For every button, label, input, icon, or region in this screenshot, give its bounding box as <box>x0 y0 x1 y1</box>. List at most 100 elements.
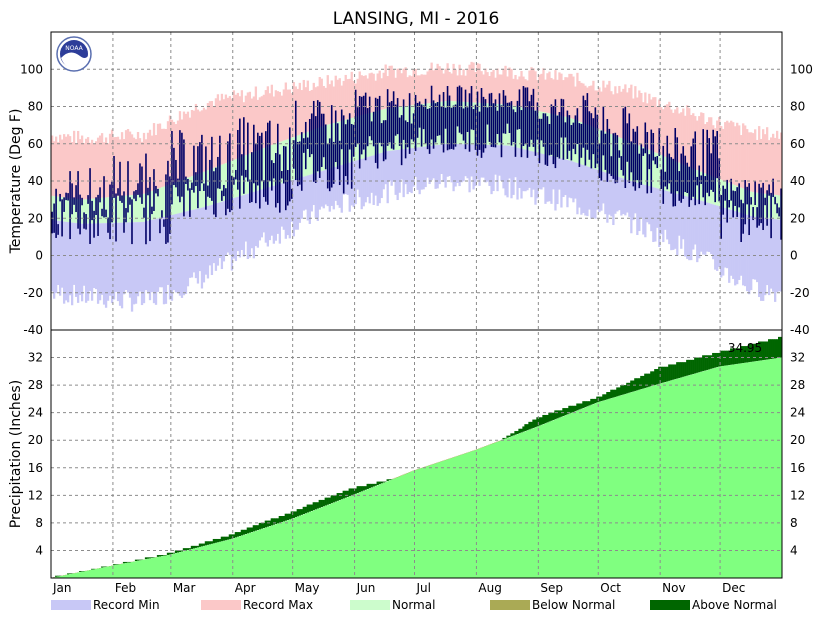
observed-temp-bar <box>183 139 185 217</box>
record-max-bar <box>546 73 549 113</box>
observed-temp-bar <box>604 133 607 170</box>
record-max-bar <box>342 80 345 121</box>
record-min-bar <box>754 216 757 280</box>
record-max-bar <box>382 72 385 110</box>
record-max-bar <box>718 116 721 179</box>
observed-temp-bar <box>330 105 333 188</box>
record-max-bar <box>608 80 611 134</box>
record-max-bar <box>614 86 617 136</box>
month-tick-label: Dec <box>722 581 745 595</box>
record-min-bar <box>114 222 118 292</box>
observed-temp-bar <box>698 165 701 205</box>
record-max-bar <box>350 71 353 119</box>
record-max-bar <box>324 87 327 126</box>
above-normal-bar <box>682 362 685 377</box>
record-max-bar <box>732 122 735 185</box>
above-normal-bar <box>198 543 202 547</box>
record-min-bar <box>750 215 753 291</box>
temperature-axis-label: Temperature (Deg F) <box>8 109 24 255</box>
record-min-bar <box>728 209 731 283</box>
record-min-bar <box>368 156 371 204</box>
record-min-bar <box>618 177 621 211</box>
record-min-bar <box>118 222 122 306</box>
record-min-bar <box>570 161 573 199</box>
record-max-bar <box>650 99 653 151</box>
above-normal-bar <box>700 357 703 372</box>
record-min-bar <box>72 222 76 285</box>
record-min-bar <box>392 150 395 182</box>
observed-temp-bar <box>580 123 583 158</box>
record-max-bar <box>160 128 164 188</box>
record-min-bar <box>448 143 451 177</box>
observed-temp-bar <box>468 93 471 152</box>
record-min-bar <box>298 177 301 223</box>
above-normal-bar <box>240 529 244 536</box>
record-min-bar <box>128 222 132 298</box>
outer-frame <box>50 31 783 579</box>
above-normal-bar <box>684 362 687 377</box>
observed-temp-bar <box>177 178 179 197</box>
normal-bar <box>120 196 124 223</box>
record-max-bar <box>108 133 112 198</box>
observed-temp-bar <box>458 85 461 133</box>
record-min-bar <box>322 170 325 209</box>
observed-temp-bar <box>259 135 261 209</box>
above-normal-bar <box>370 483 373 488</box>
above-normal-bar <box>334 495 337 502</box>
record-max-bar <box>420 74 423 105</box>
observed-temp-bar <box>516 100 519 130</box>
record-min-bar <box>380 152 383 199</box>
above-normal-bar <box>78 571 82 572</box>
normal-bar <box>66 197 70 223</box>
record-min-bar <box>614 175 617 214</box>
legend-swatch <box>350 600 390 610</box>
observed-temp-bar <box>61 199 63 237</box>
record-min-bar <box>684 195 687 257</box>
above-normal-bar <box>540 417 543 425</box>
record-max-bar <box>362 75 365 115</box>
normal-bar <box>716 178 719 206</box>
above-normal-bar <box>238 532 242 537</box>
above-normal-bar <box>548 412 551 422</box>
record-max-bar <box>406 77 409 106</box>
record-min-bar <box>460 144 463 183</box>
normal-bar <box>752 192 755 217</box>
record-min-bar <box>696 199 699 263</box>
observed-temp-bar <box>746 186 748 205</box>
record-min-bar <box>480 144 483 178</box>
record-max-bar <box>424 74 427 104</box>
normal-bar <box>200 172 204 208</box>
record-max-bar <box>320 78 323 127</box>
record-max-bar <box>360 75 363 116</box>
record-max-bar <box>190 109 194 177</box>
record-max-bar <box>564 77 567 117</box>
record-max-bar <box>298 82 301 135</box>
record-min-bar <box>606 173 609 223</box>
record-max-bar <box>296 88 299 136</box>
above-normal-bar <box>216 538 220 543</box>
record-min-bar <box>496 145 499 192</box>
record-min-bar <box>444 144 447 188</box>
record-min-bar <box>510 146 513 199</box>
record-max-bar <box>678 113 681 163</box>
above-normal-bar <box>386 479 389 481</box>
record-min-bar <box>268 187 271 241</box>
record-max-bar <box>554 70 557 115</box>
record-min-bar <box>120 222 124 309</box>
record-max-bar <box>222 99 226 164</box>
record-min-bar <box>512 146 515 195</box>
record-min-bar <box>608 173 611 215</box>
record-min-bar <box>130 222 134 312</box>
normal-bar <box>154 189 158 219</box>
above-normal-bar <box>158 555 162 557</box>
observed-temp-bar <box>778 207 780 217</box>
record-max-bar <box>102 142 106 198</box>
record-min-bar <box>284 182 287 239</box>
above-normal-bar <box>546 414 549 423</box>
record-min-bar <box>336 166 339 206</box>
record-max-bar <box>340 85 343 121</box>
record-min-bar <box>682 195 685 240</box>
observed-temp-bar <box>155 185 157 194</box>
record-max-bar <box>414 68 417 105</box>
legend-label: Below Normal <box>532 598 615 612</box>
